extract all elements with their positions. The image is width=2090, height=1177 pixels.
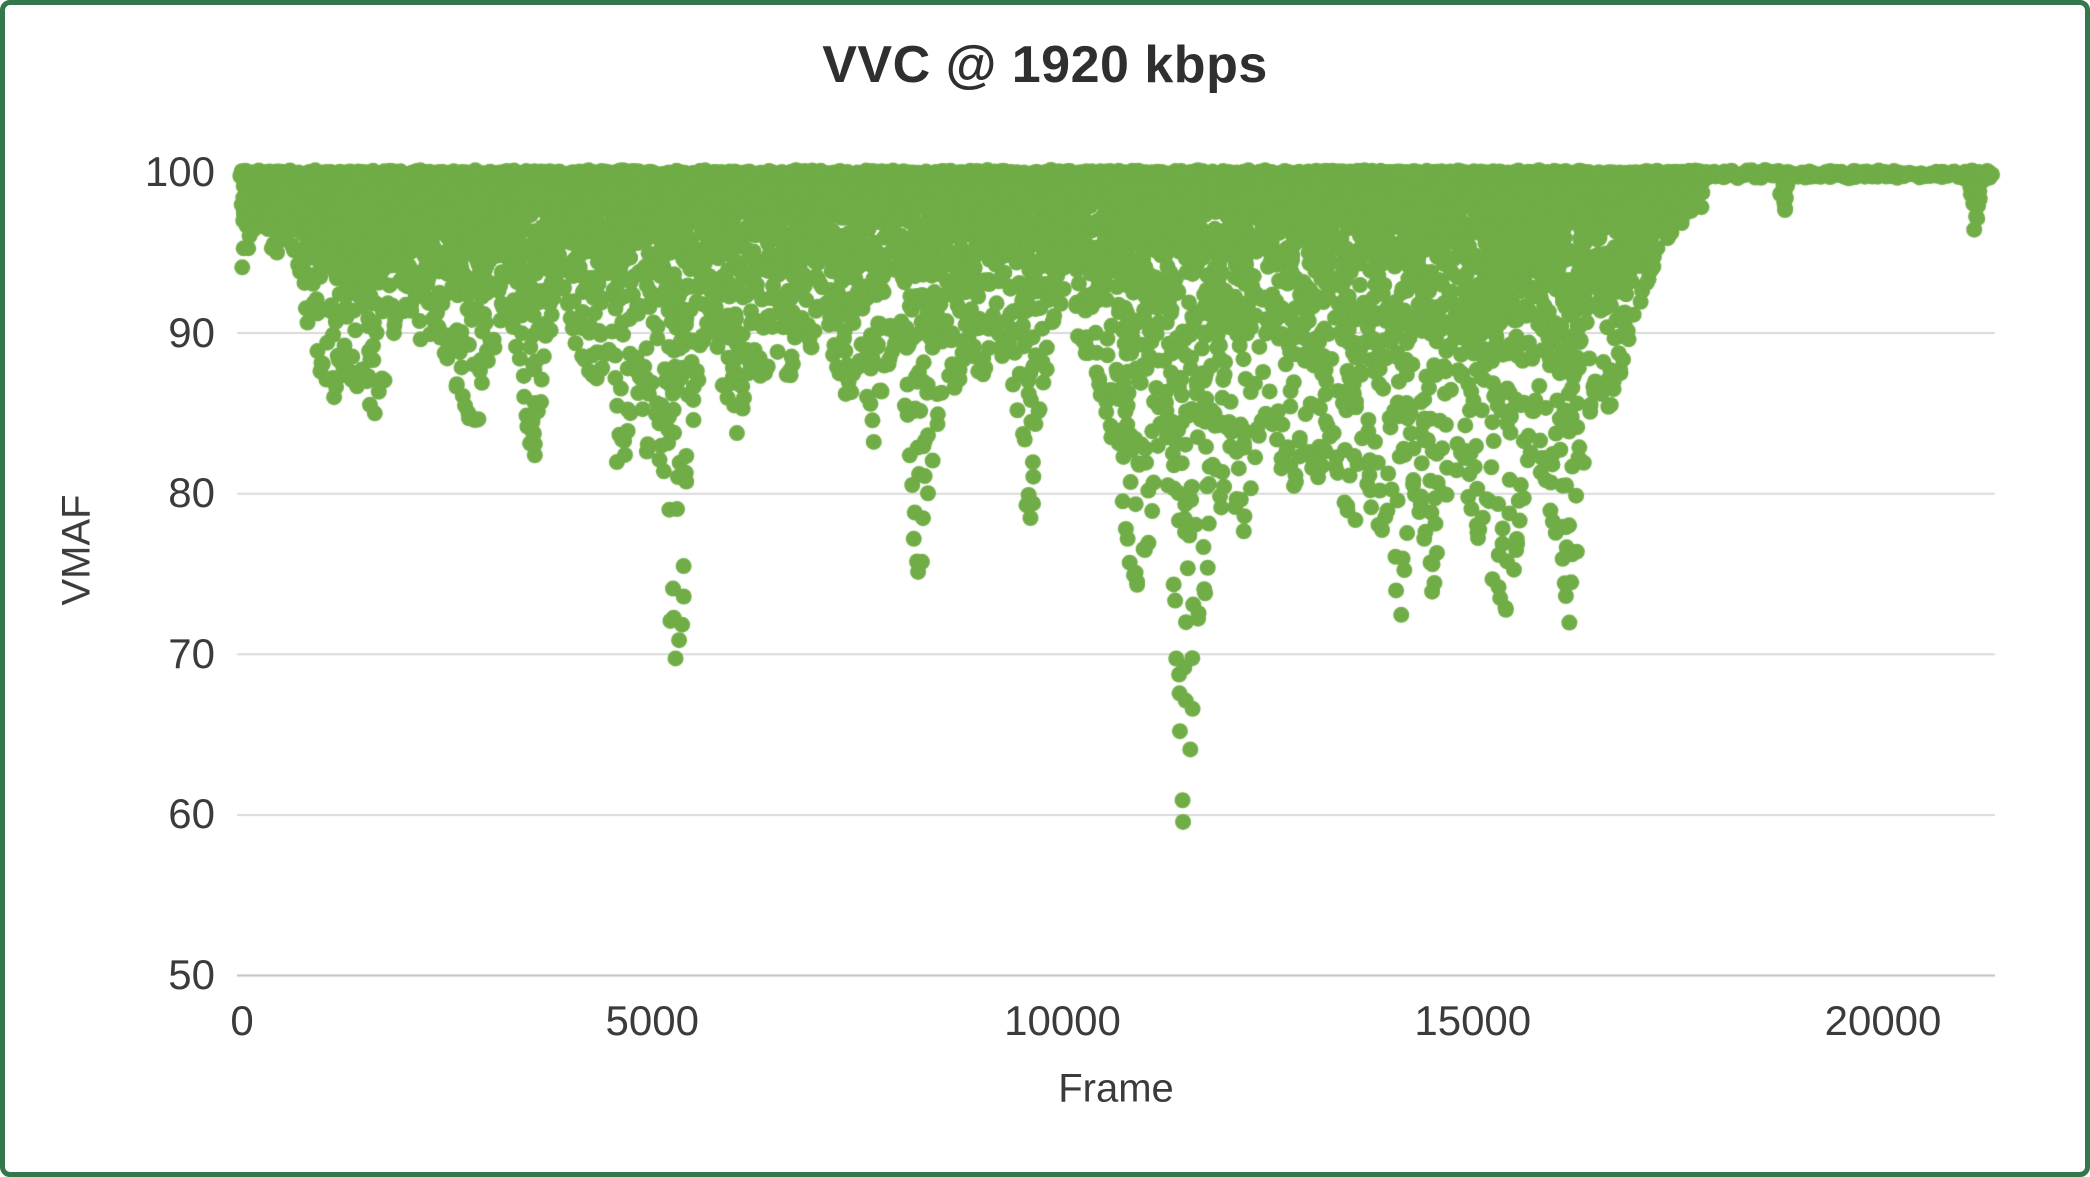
- y-axis-title: VMAF: [54, 494, 99, 606]
- x-axis-title: Frame: [1058, 1066, 1174, 1111]
- scatter-plot-canvas: [5, 5, 2085, 1172]
- chart-title: VVC @ 1920 kbps: [822, 36, 1268, 94]
